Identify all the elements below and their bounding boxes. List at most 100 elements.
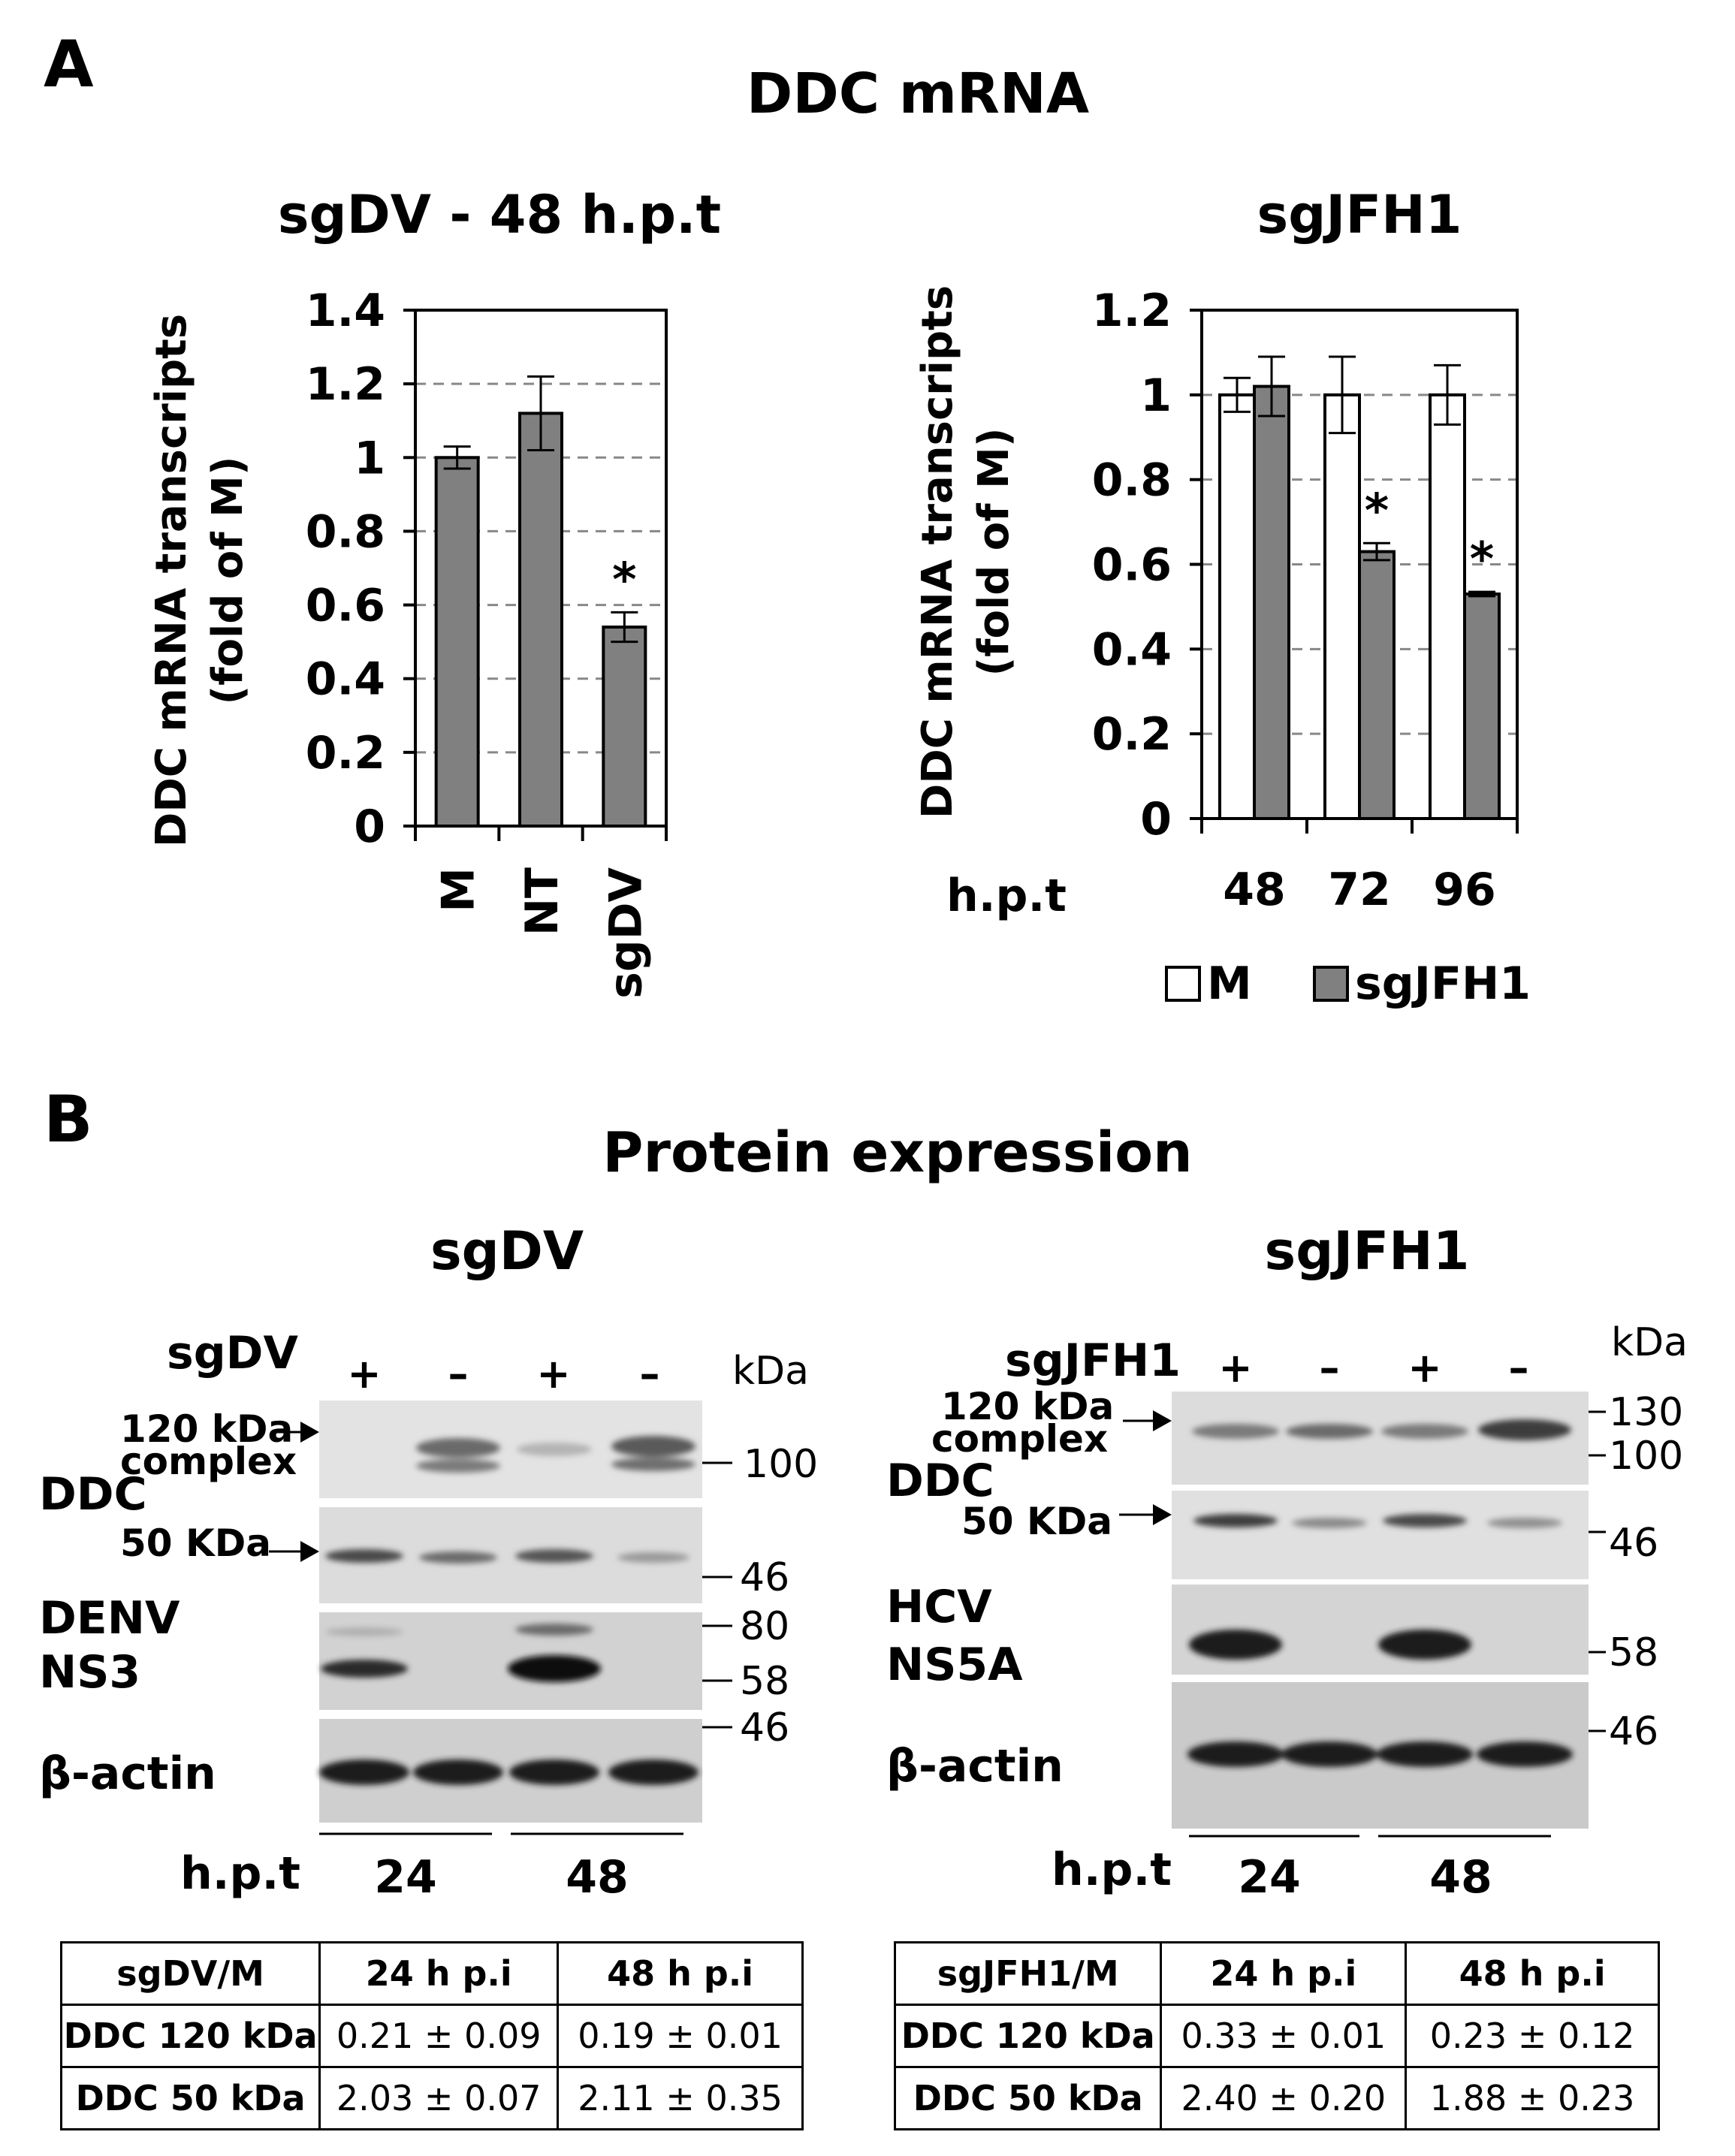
panel-b-title: Protein expression bbox=[602, 1120, 1193, 1185]
x-tick-label: 72 bbox=[1328, 864, 1391, 916]
y-tick-label: 0.4 bbox=[1092, 623, 1172, 676]
chart2-legend: M sgJFH1 bbox=[1165, 957, 1531, 1010]
blot-left-hpt-24: 24 bbox=[374, 1851, 437, 1904]
blot-right-sign-3: + bbox=[1408, 1344, 1441, 1392]
significance-star: * bbox=[1470, 532, 1494, 586]
blot-right-marker-58: 58 bbox=[1609, 1630, 1658, 1675]
y-tick-label: 1.2 bbox=[306, 358, 385, 411]
blot-right-marker-46: 46 bbox=[1609, 1521, 1658, 1566]
chart1-title: sgDV - 48 h.p.t bbox=[278, 184, 721, 246]
table-left-cell: 0.19 ± 0.01 bbox=[557, 2004, 804, 2068]
table-row: sgDV/M 24 h p.i 48 h p.i bbox=[59, 1941, 804, 2006]
blot-left-band bbox=[413, 1759, 503, 1785]
legend-swatch-sgjfh1 bbox=[1313, 966, 1349, 1002]
blot-right-title: sgJFH1 bbox=[1265, 1220, 1470, 1282]
blot-left-arrow-50 bbox=[300, 1541, 319, 1562]
blot-right-sign-2: – bbox=[1320, 1344, 1340, 1392]
x-tick-label: sgDV bbox=[599, 867, 652, 998]
significance-star: * bbox=[612, 552, 636, 607]
blot-right-hpt-48: 48 bbox=[1429, 1851, 1492, 1904]
blot-right-marker-130: 130 bbox=[1609, 1390, 1683, 1435]
blot-right-band bbox=[1381, 1424, 1468, 1439]
blot-left-band bbox=[416, 1438, 500, 1458]
table-right: sgJFH1/M 24 h p.i 48 h p.i DDC 120 kDa 0… bbox=[893, 1941, 1660, 2130]
blot-left-row-label: sgDV bbox=[167, 1327, 298, 1380]
table-row: DDC 120 kDa 0.21 ± 0.09 0.19 ± 0.01 bbox=[59, 2004, 804, 2068]
bar bbox=[1323, 393, 1361, 820]
blot-left-marker-46b: 46 bbox=[740, 1705, 789, 1750]
blot-right: sgJFH1 sgJFH1 + – + – kDa 120 kDa comp bbox=[886, 1220, 1688, 1904]
blot-right-row-label: sgJFH1 bbox=[1005, 1334, 1181, 1387]
blot-right-band bbox=[1286, 1424, 1373, 1439]
chart1-plot: 0 0.2 0.4 0.6 0.8 1 1.2 1.4 M NT * sgDV bbox=[306, 285, 668, 999]
blot-left-sign-3: + bbox=[536, 1350, 570, 1398]
blot-left-label-ddc: DDC bbox=[39, 1468, 147, 1521]
blot-right-band bbox=[1292, 1518, 1367, 1528]
x-tick-label: NT bbox=[516, 867, 569, 936]
bar bbox=[1358, 550, 1396, 820]
blot-right-band bbox=[1383, 1514, 1467, 1527]
blot-right-strip-ns5a bbox=[1172, 1585, 1589, 1675]
blot-left-marker-46: 46 bbox=[740, 1555, 789, 1600]
y-tick-label: 1 bbox=[354, 432, 385, 484]
blot-right-label-120-line2: complex bbox=[931, 1417, 1108, 1461]
bar bbox=[518, 412, 563, 828]
y-tick-label: 0 bbox=[354, 801, 385, 853]
chart2-title: sgJFH1 bbox=[1257, 184, 1462, 246]
bar bbox=[602, 626, 647, 828]
blot-left-band bbox=[517, 1443, 592, 1456]
table-right-cell: DDC 50 kDa bbox=[893, 2066, 1163, 2130]
blot-right-label-ns5a-line1: HCV bbox=[886, 1581, 992, 1633]
chart2-plot: 0 0.2 0.4 0.6 0.8 1 1.2 48 * 72 * 96 bbox=[1092, 285, 1519, 916]
x-tick-label: M bbox=[433, 867, 485, 912]
blot-left-kda-unit: kDa bbox=[732, 1349, 809, 1394]
table-row: DDC 50 kDa 2.03 ± 0.07 2.11 ± 0.35 bbox=[59, 2066, 804, 2130]
table-row: sgJFH1/M 24 h p.i 48 h p.i bbox=[893, 1941, 1660, 2006]
blot-left-band bbox=[325, 1549, 403, 1563]
blot-right-arrow-120 bbox=[1153, 1410, 1172, 1431]
blot-left-band bbox=[608, 1759, 699, 1785]
chart1-ylabel-line2: (fold of M) bbox=[204, 457, 252, 705]
table-right-cell: DDC 120 kDa bbox=[893, 2004, 1163, 2068]
table-left-cell: 2.11 ± 0.35 bbox=[557, 2066, 804, 2130]
y-tick-label: 1.4 bbox=[306, 285, 385, 337]
blot-left-arrow-120 bbox=[300, 1422, 319, 1443]
blot-left-band bbox=[321, 1660, 408, 1678]
blot-right-sign-1: + bbox=[1218, 1344, 1252, 1392]
y-tick-label: 0.8 bbox=[306, 505, 385, 558]
blot-left-marker-80: 80 bbox=[740, 1604, 789, 1649]
x-tick-label: 48 bbox=[1223, 864, 1286, 916]
table-right-cell: 0.23 ± 0.12 bbox=[1405, 2004, 1660, 2068]
table-left-cell: DDC 120 kDa bbox=[59, 2004, 321, 2068]
y-tick-label: 0.6 bbox=[1092, 539, 1172, 592]
blot-right-label-ns5a-line2: NS5A bbox=[886, 1639, 1023, 1691]
blot-left-band bbox=[611, 1436, 696, 1457]
blot-left-band bbox=[419, 1551, 497, 1563]
blot-left-band bbox=[617, 1552, 689, 1563]
blot-right-strip-ddc50 bbox=[1172, 1491, 1589, 1579]
table-left-cell: DDC 50 kDa bbox=[59, 2066, 321, 2130]
blot-left-band bbox=[515, 1624, 593, 1636]
blot-left-sign-4: – bbox=[640, 1350, 660, 1398]
legend-label-sgjfh1: sgJFH1 bbox=[1355, 957, 1531, 1010]
blot-left-band bbox=[508, 1655, 601, 1682]
blot-right-band bbox=[1192, 1424, 1279, 1439]
blot-left-hpt-48: 48 bbox=[566, 1851, 629, 1904]
y-tick-label: 0.4 bbox=[306, 653, 385, 706]
y-tick-label: 1 bbox=[1140, 369, 1172, 422]
blot-left-label-ns3-line1: DENV bbox=[39, 1592, 180, 1645]
blot-left-band bbox=[515, 1549, 593, 1563]
table-left: sgDV/M 24 h p.i 48 h p.i DDC 120 kDa 0.2… bbox=[59, 1941, 804, 2130]
y-tick-label: 0.2 bbox=[306, 727, 385, 779]
blot-left-label-actin: β-actin bbox=[39, 1747, 216, 1800]
blot-right-band bbox=[1187, 1741, 1284, 1767]
blot-right-label-actin: β-actin bbox=[886, 1740, 1064, 1793]
blot-left-sign-1: + bbox=[347, 1350, 381, 1398]
blot-left-sign-2: – bbox=[448, 1350, 469, 1398]
chart2-ylabel-line2: (fold of M) bbox=[970, 428, 1018, 677]
table-row: DDC 120 kDa 0.33 ± 0.01 0.23 ± 0.12 bbox=[893, 2004, 1660, 2068]
blot-left-band bbox=[509, 1759, 599, 1785]
table-right-header-1: 24 h p.i bbox=[1160, 1941, 1408, 2006]
blot-right-band bbox=[1377, 1741, 1473, 1767]
